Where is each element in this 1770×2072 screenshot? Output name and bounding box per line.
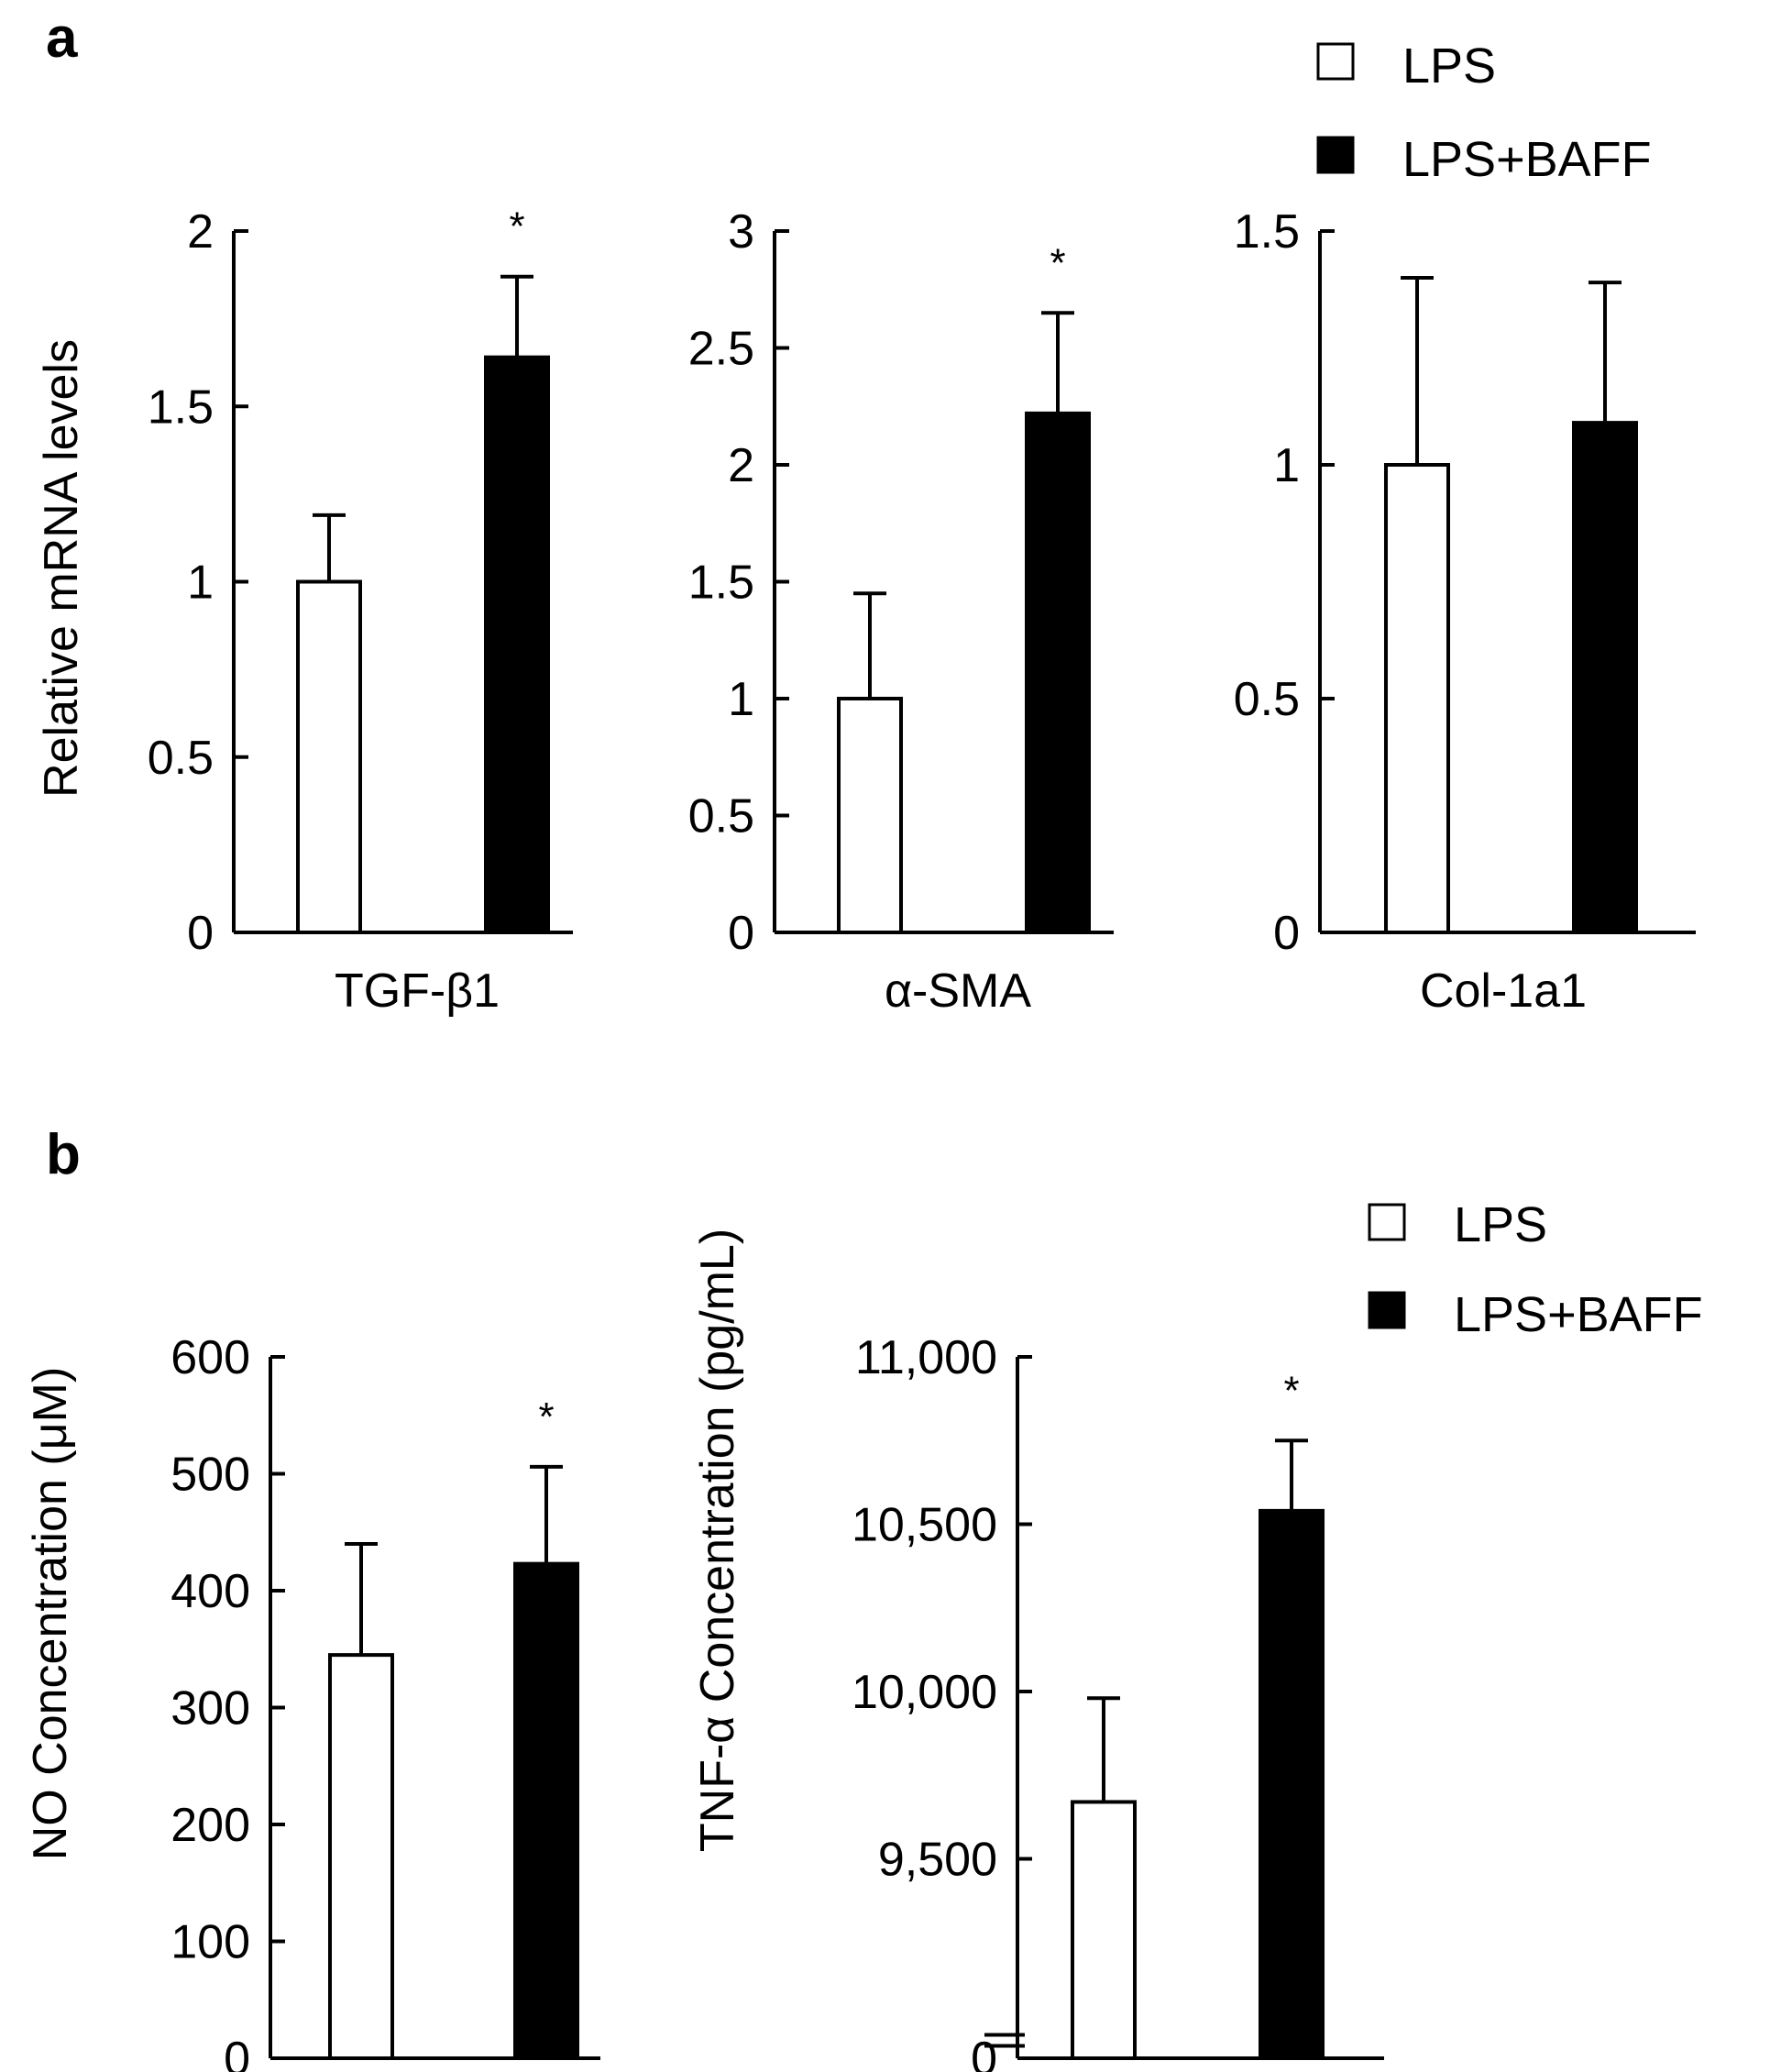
legend-a-swatch-lps-baff [1316, 136, 1355, 174]
y-tick-label: 0 [728, 907, 754, 960]
y-tick-label: 0 [1273, 907, 1300, 960]
bar-lps [837, 697, 903, 934]
y-tick-label: 2 [728, 439, 754, 492]
y-tick-label: 0 [224, 2033, 250, 2072]
legend-b-swatch-lps [1368, 1203, 1406, 1241]
chart-4: 0 100 200 300 400 500 600 * NO Concentration (μM… [24, 1331, 600, 2072]
y-tick-label: 0 [187, 907, 214, 960]
significance-marker: * [1050, 240, 1065, 285]
y-tick-label: 9,500 [878, 1834, 997, 1887]
y-tick-label: 2.5 [688, 323, 754, 376]
bar-lps [1384, 463, 1450, 934]
y-tick-label: 2 [187, 205, 214, 259]
legend-a-label-lps: LPS [1402, 39, 1496, 94]
legend-a-label-lps-baff: LPS+BAFF [1402, 132, 1652, 187]
y-tick-label: 1 [187, 557, 214, 610]
panel-a-ylabel: Relative mRNA levels [35, 339, 88, 798]
y-tick-label: 200 [170, 1799, 250, 1852]
legend-a-swatch-lps [1316, 42, 1355, 81]
y-tick-label: 1.5 [688, 557, 754, 610]
panel-a-label: a [46, 6, 78, 70]
bar-lps-baff [1572, 421, 1638, 935]
y-tick-label: 0.5 [1234, 673, 1300, 726]
significance-marker: * [538, 1394, 554, 1439]
panel-b-label: b [46, 1123, 81, 1186]
legend-b: LPS LPS+BAFF [1368, 1197, 1703, 1342]
y-tick-label: 500 [170, 1449, 250, 1502]
chart-2: 0 0.5 1 1.5 2 2.5 3 * α-SMA [688, 205, 1114, 1018]
chart-1: 0 0.5 1 1.5 2 * TGF-β1 [148, 204, 573, 1018]
y-tick-label: 3 [728, 205, 754, 259]
bar-lps-baff [1259, 1508, 1325, 2060]
y-tick-label: 300 [170, 1682, 250, 1736]
significance-marker: * [509, 204, 524, 249]
y-tick-label: 11,000 [855, 1331, 997, 1384]
significance-marker: * [1283, 1368, 1299, 1413]
chart-3: 0 0.5 1 1.5 Col-1a1 [1234, 205, 1696, 1018]
charts: 0 0.5 1 1.5 2 * TGF-β1 0 0.5 1 1.5 2 2.5 3 * α-SMA 0 0.5 1… [24, 204, 1696, 2072]
y-tick-label: 0.5 [148, 732, 214, 785]
legend-b-label-lps: LPS [1454, 1197, 1547, 1252]
y-tick-label: 0.5 [688, 790, 754, 843]
x-axis-label: Col-1a1 [1420, 964, 1587, 1018]
x-axis-label: TGF-β1 [335, 964, 500, 1018]
bar-lps-baff [513, 1561, 579, 2061]
y-tick-label: 10,500 [852, 1499, 997, 1552]
bar-lps [296, 579, 362, 934]
y-tick-label: 400 [170, 1565, 250, 1618]
y-axis-label: NO Concentration (μM) [24, 1367, 77, 1861]
y-tick-label: 1 [1273, 439, 1300, 492]
legend-a: LPS LPS+BAFF [1316, 39, 1652, 187]
chart-5: 9,500 10,000 10,500 11,000 0 * TNF-α Concentra… [691, 1229, 1384, 2072]
y-tick-label: 1 [728, 673, 754, 726]
y-tick-label: 1.5 [1234, 205, 1300, 259]
y-tick-label: 10,000 [852, 1666, 997, 1719]
y-tick-label: 600 [170, 1331, 250, 1384]
bar-lps-baff [1025, 411, 1091, 934]
y-axis-label: TNF-α Concentration (pg/mL) [691, 1229, 744, 1852]
legend-b-label-lps-baff: LPS+BAFF [1454, 1287, 1703, 1342]
bar-lps-baff [484, 355, 550, 934]
x-axis-label: α-SMA [885, 964, 1031, 1018]
bar-lps [1071, 1800, 1137, 2060]
y-tick-label: 1.5 [148, 380, 214, 434]
legend-b-swatch-lps-baff [1368, 1291, 1406, 1329]
y-tick-label: 0 [971, 2033, 997, 2072]
bar-lps [328, 1653, 394, 2060]
y-tick-label: 100 [170, 1916, 250, 1969]
